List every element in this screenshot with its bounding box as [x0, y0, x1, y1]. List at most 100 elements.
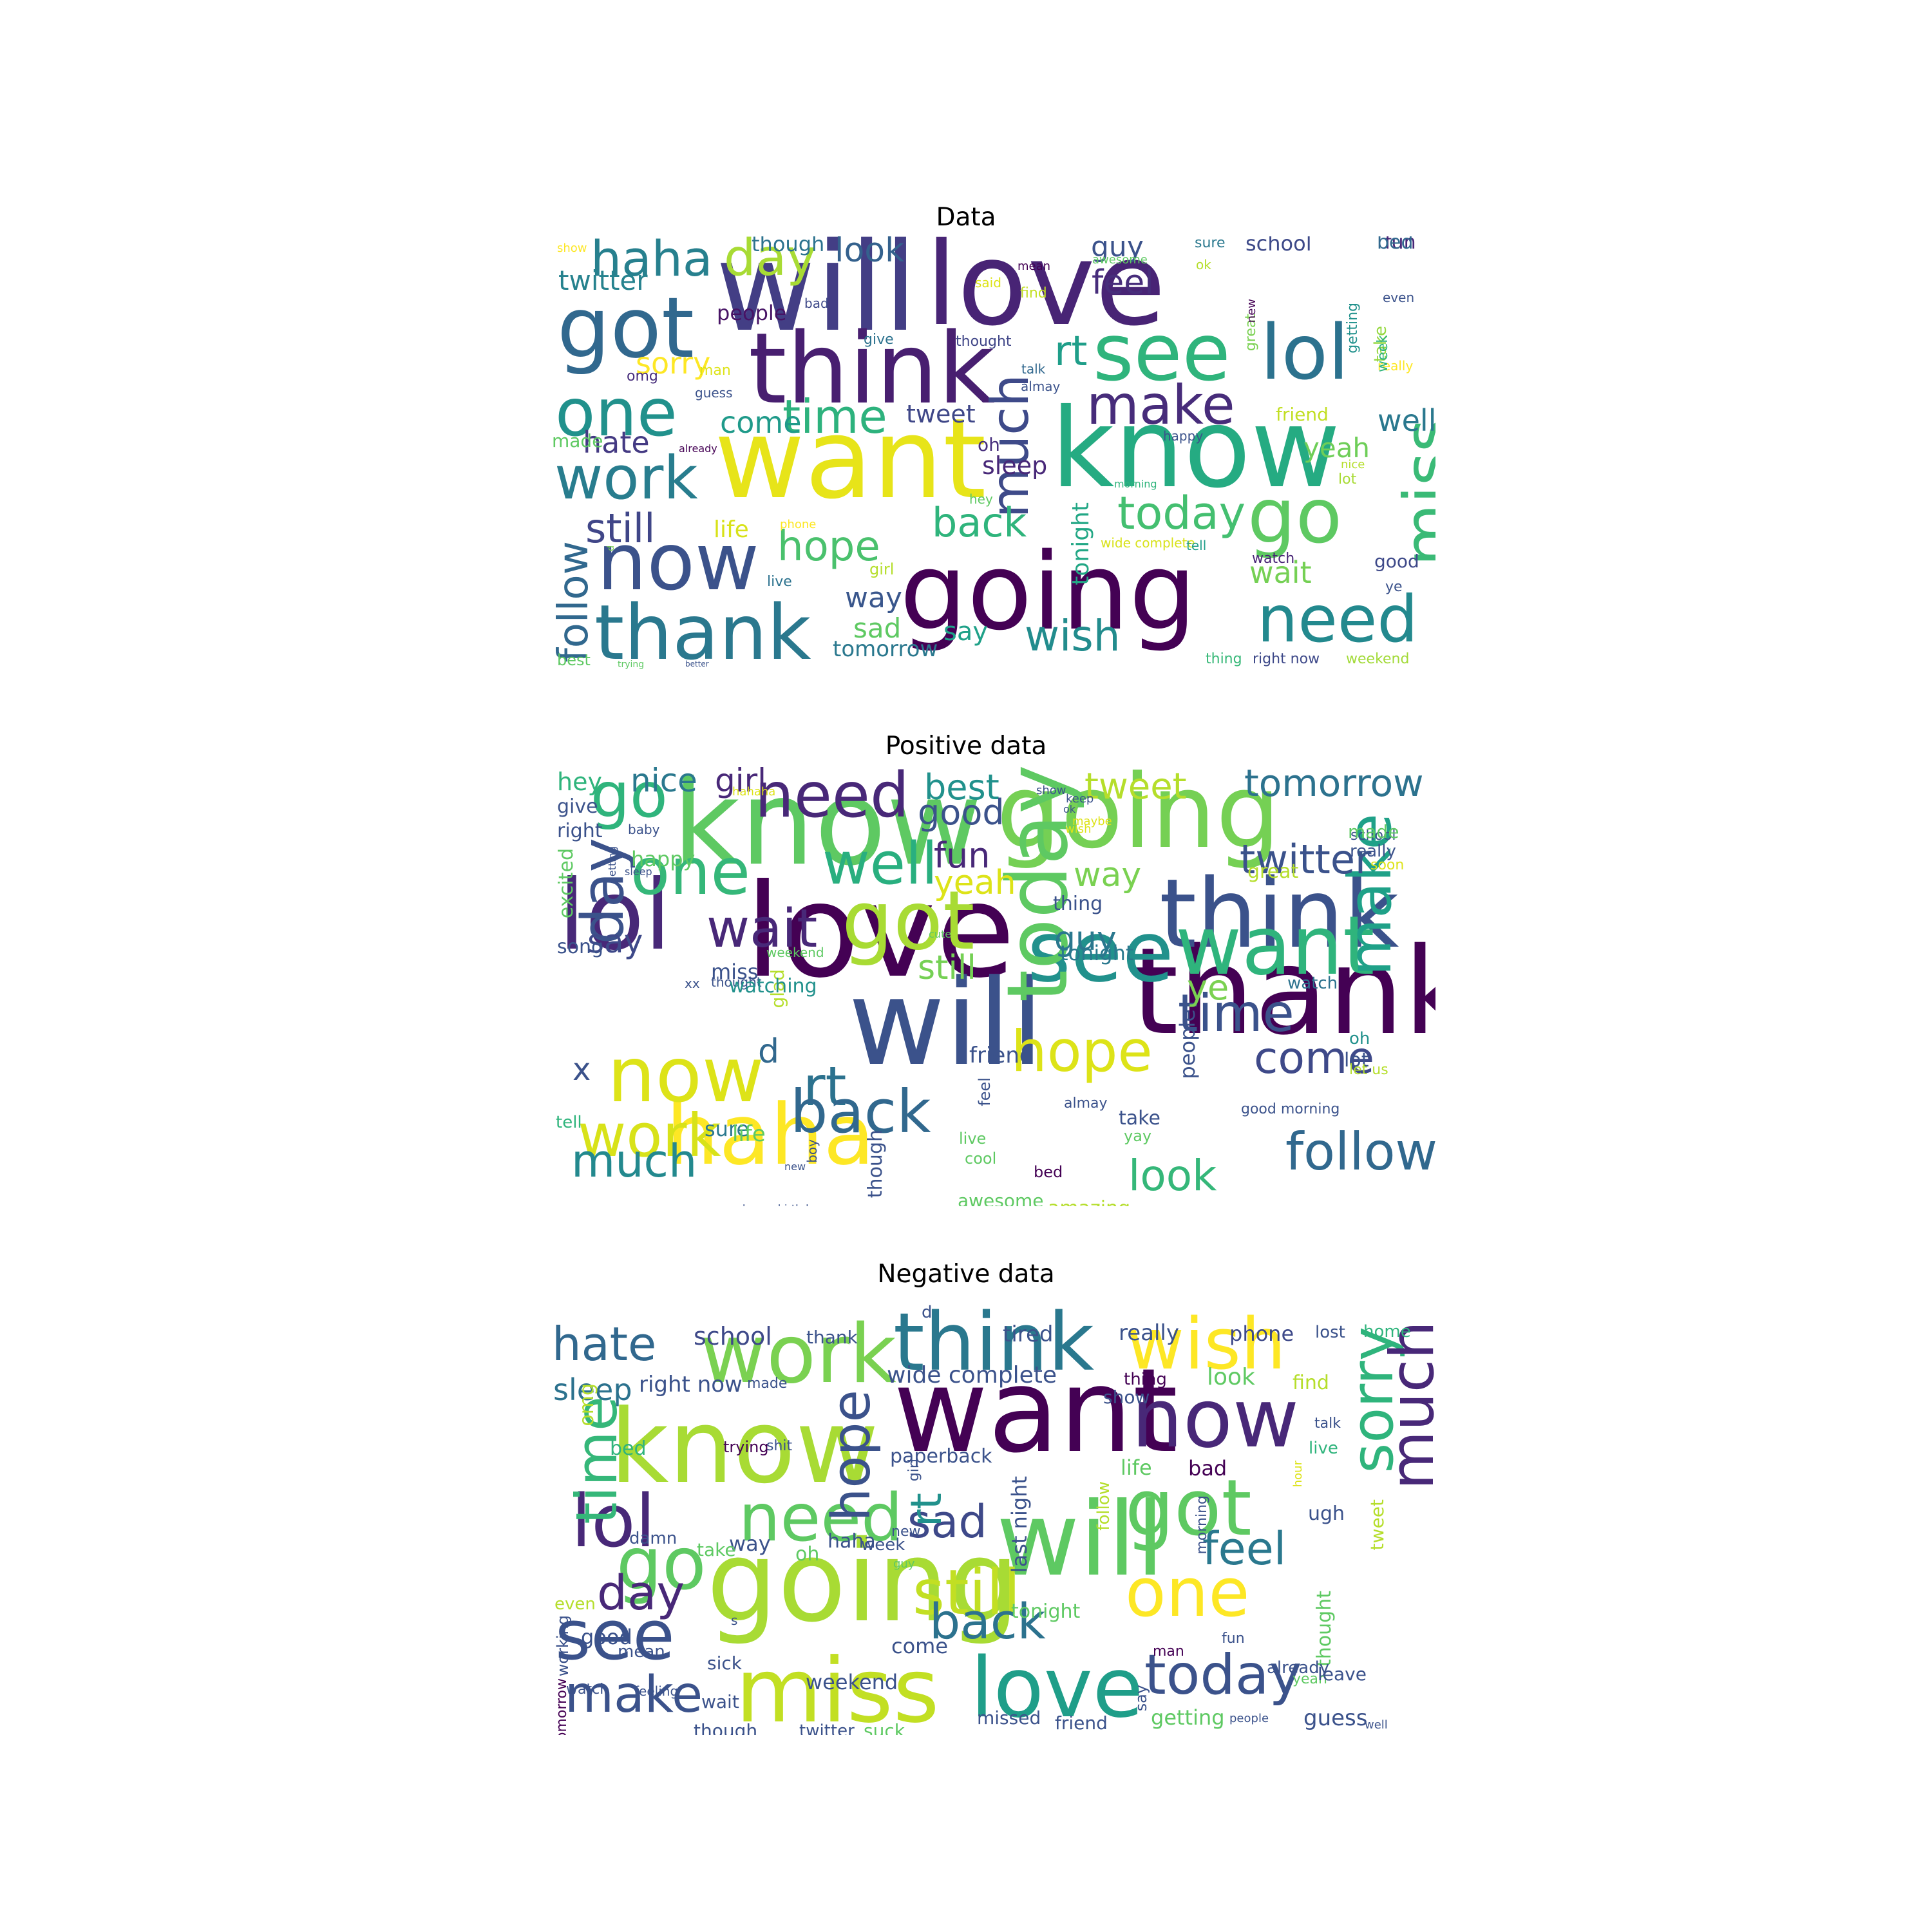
- cloud-word: now: [607, 1030, 764, 1119]
- cloud-word: school: [1245, 236, 1312, 256]
- cloud-word: sorry: [636, 346, 711, 381]
- cloud-word: want: [893, 1344, 1179, 1479]
- cloud-word: cool: [965, 1150, 997, 1168]
- cloud-word: know: [610, 1388, 879, 1506]
- cloud-word: getting: [1345, 303, 1361, 354]
- cloud-word: ok: [1063, 803, 1076, 815]
- cloud-word: girl: [715, 764, 767, 799]
- cloud-word: way: [845, 582, 902, 614]
- cloud-word: lot: [1344, 1049, 1369, 1072]
- cloud-word: sad: [907, 1495, 987, 1548]
- cloud-word: new: [1245, 299, 1258, 323]
- cloud-word: thought: [1313, 1591, 1336, 1667]
- cloud-word: feel: [976, 1077, 994, 1106]
- cloud-word: bad: [804, 296, 829, 311]
- cloud-word: friend: [1276, 404, 1329, 425]
- cloud-word: come: [891, 1634, 949, 1658]
- cloud-word: maybe: [1072, 815, 1112, 828]
- cloud-word: need: [739, 1480, 903, 1557]
- cloud-word: sure: [705, 1117, 750, 1141]
- cloud-word: rt: [1054, 328, 1088, 375]
- cloud-word: one: [1125, 1553, 1250, 1632]
- cloud-word: work: [578, 1101, 721, 1170]
- cloud-word: guess: [695, 385, 733, 401]
- cloud-word: lol: [558, 860, 672, 972]
- cloud-word: really: [1119, 1320, 1179, 1346]
- cloud-word: morning: [1194, 1495, 1210, 1555]
- cloud-word: still: [913, 1557, 1021, 1629]
- cloud-word: need: [1257, 582, 1418, 657]
- cloud-word: see: [1093, 307, 1231, 399]
- cloud-word: find: [1293, 1372, 1329, 1394]
- cloud-word: friend: [1055, 1712, 1108, 1734]
- cloud-word: back: [790, 1077, 931, 1146]
- cloud-word: xx: [685, 976, 700, 991]
- cloud-word: haha: [591, 236, 713, 287]
- cloud-word: new: [784, 1160, 806, 1173]
- cloud-word: going: [996, 764, 1281, 871]
- cloud-word: look: [835, 236, 905, 270]
- cloud-word: cute: [929, 928, 952, 940]
- cloud-word: miss: [711, 960, 759, 984]
- cloud-word: tell: [556, 1113, 582, 1132]
- cloud-word: school: [694, 1322, 772, 1350]
- panel-title: Positive data: [885, 732, 1047, 761]
- cloud-word: ye: [1385, 579, 1403, 595]
- cloud-word: right now: [1253, 651, 1320, 667]
- cloud-word: d: [758, 1032, 780, 1071]
- cloud-word: follow: [1094, 1481, 1113, 1531]
- cloud-word: amazing: [1048, 1199, 1130, 1207]
- cloud-word: love: [745, 857, 1016, 1007]
- cloud-word: ye: [1187, 967, 1229, 1008]
- cloud-word: still: [585, 505, 656, 552]
- cloud-word: want: [714, 394, 987, 524]
- cloud-word: week: [861, 1535, 905, 1555]
- panel-title: Data: [936, 203, 996, 232]
- cloud-word: new: [891, 1524, 921, 1540]
- cloud-word: will: [848, 954, 1044, 1092]
- cloud-word: miss: [735, 1639, 940, 1736]
- cloud-word: life: [714, 516, 749, 543]
- cloud-word: say: [943, 617, 989, 647]
- cloud-word: bed: [610, 1437, 647, 1460]
- cloud-word: thing: [1206, 651, 1242, 667]
- cloud-word: rt: [902, 1493, 951, 1528]
- cloud-word: lot: [1338, 471, 1357, 488]
- cloud-word: see: [555, 1596, 675, 1675]
- cloud-word: going: [900, 530, 1197, 654]
- cloud-word: talk: [1021, 361, 1046, 377]
- cloud-word: soon: [1370, 857, 1405, 873]
- cloud-word: though: [752, 236, 825, 256]
- cloud-word: well: [1365, 1718, 1388, 1732]
- cloud-word: even: [554, 1595, 596, 1614]
- cloud-word: happy: [1163, 428, 1204, 444]
- cloud-word: best: [924, 767, 999, 808]
- cloud-word: give: [557, 795, 598, 818]
- cloud-word: one: [555, 375, 677, 451]
- cloud-word: wish: [1025, 611, 1121, 661]
- cloud-word: sleep: [625, 866, 652, 878]
- cloud-word: sad: [853, 612, 902, 644]
- cloud-word: nice: [630, 764, 697, 799]
- cloud-word: lol: [1260, 308, 1349, 397]
- cloud-word: d: [606, 545, 616, 551]
- cloud-word: time: [1178, 983, 1294, 1043]
- word-cloud: will love want know going think got see lol go now…: [552, 236, 1435, 678]
- cloud-word: people: [1175, 1009, 1200, 1079]
- cloud-word: baby: [628, 822, 660, 837]
- cloud-word: tweet: [906, 400, 976, 428]
- cloud-word: feel: [1202, 1522, 1287, 1575]
- cloud-word: boy: [804, 1139, 820, 1163]
- cloud-word: rt: [803, 1055, 847, 1118]
- word-cloud: want going will know think work now miss love go l…: [552, 1293, 1435, 1735]
- cloud-word: last night: [1007, 1476, 1032, 1573]
- cloud-word: fun: [1385, 236, 1416, 254]
- cloud-word: x: [573, 1052, 591, 1088]
- cloud-word: got: [557, 279, 695, 377]
- cloud-word: love: [925, 236, 1166, 351]
- cloud-word: trying: [723, 1438, 769, 1456]
- cloud-word: tomorrow: [833, 636, 938, 662]
- cloud-word: sick: [707, 1653, 742, 1674]
- cloud-word: already: [1267, 1658, 1330, 1678]
- cloud-word: will: [715, 236, 918, 359]
